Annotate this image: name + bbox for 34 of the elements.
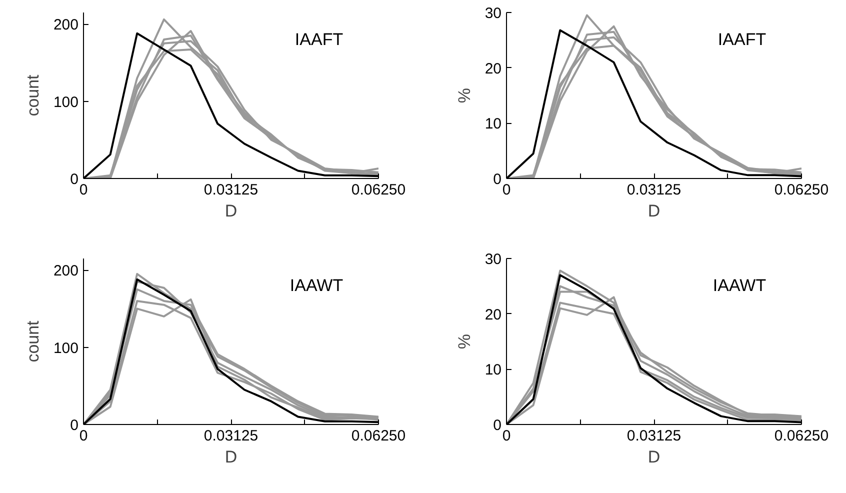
- x-axis-title: D: [648, 202, 660, 220]
- y-tick-label: 0: [493, 417, 502, 434]
- y-tick-label: 100: [53, 340, 79, 357]
- x-tick-label: 0.03125: [626, 428, 682, 444]
- y-axis-title: %: [454, 88, 474, 104]
- x-tick-label: 0.03125: [204, 182, 258, 198]
- annotation: IAAFT: [718, 30, 766, 50]
- y-tick-label: 100: [53, 94, 79, 111]
- x-tick-label: 0.03125: [204, 428, 258, 444]
- x-tick-label: 0.06250: [774, 182, 829, 198]
- x-axis-title: D: [224, 448, 238, 466]
- y-axis-title: count: [23, 74, 42, 116]
- y-axis-title: count: [23, 320, 42, 362]
- x-tick-label: 0.06250: [351, 182, 406, 198]
- x-tick-label: 0.03125: [626, 182, 682, 198]
- y-axis-title: %: [454, 334, 474, 350]
- y-tick-label: 200: [53, 262, 79, 280]
- y-tick-label: 20: [484, 60, 502, 78]
- y-tick-label: 10: [484, 362, 502, 379]
- x-tick-label: 0.06250: [351, 428, 406, 444]
- y-tick-label: 200: [53, 16, 79, 34]
- annotation: IAAWT: [712, 276, 766, 296]
- x-tick-label: 0.06250: [774, 428, 829, 444]
- y-tick-label: 0: [493, 171, 502, 188]
- x-axis-title: D: [224, 202, 238, 220]
- y-tick-label: 0: [70, 171, 78, 188]
- y-tick-label: 0: [70, 417, 78, 434]
- annotation: IAAWT: [290, 276, 344, 296]
- annotation: IAAFT: [294, 30, 344, 50]
- y-tick-label: 30: [484, 251, 502, 268]
- y-tick-label: 30: [484, 5, 502, 22]
- y-tick-label: 10: [484, 116, 502, 133]
- x-axis-title: D: [648, 448, 660, 466]
- y-tick-label: 20: [484, 306, 502, 324]
